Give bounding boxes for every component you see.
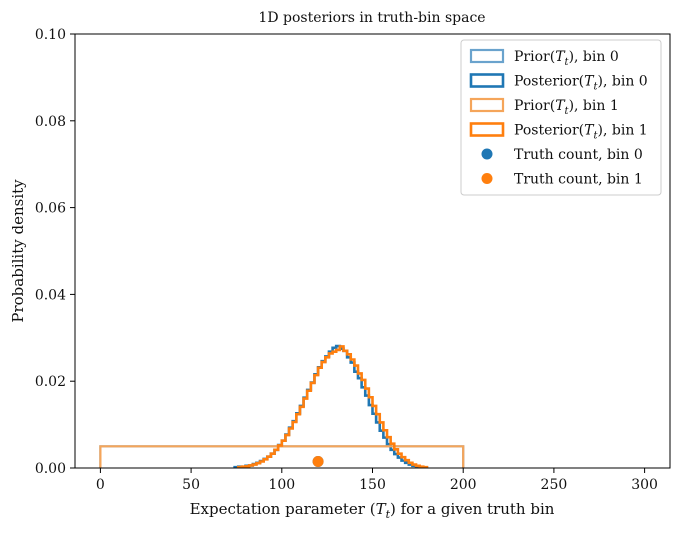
legend-entry-label: Prior(Tt​), bin 1 (514, 98, 619, 117)
x-tick-label: 100 (268, 477, 295, 493)
chart-title: 1D posteriors in truth-bin space (258, 10, 485, 26)
legend-entry-label: Posterior(Tt​), bin 1 (514, 123, 648, 142)
legend-frame (460, 39, 662, 196)
legend-swatch-posterior (469, 73, 505, 88)
axis-ticks: 0 50 100 150 200 250 300 0.00 0.02 0.04 0.06 0.08 0.… (35, 27, 658, 493)
x-tick-label: 250 (541, 477, 568, 493)
legend-entry-label: Truth count, bin 0 (514, 147, 643, 163)
legend-entry-label: Posterior(Tt​), bin 0 (514, 74, 648, 93)
y-tick-label: 0.10 (35, 27, 66, 43)
x-tick-label: 300 (631, 477, 658, 493)
truth-count-point-5 (312, 455, 324, 467)
x-axis-label: Expectation parameter (Tt​) for a given … (190, 500, 555, 521)
x-tick-label: 50 (182, 477, 200, 493)
y-tick-label: 0.02 (35, 374, 66, 390)
legend: Prior(Tt​), bin 0 Posterior(Tt​), bin 0 Pr… (460, 39, 662, 196)
x-tick-label: 200 (450, 477, 477, 493)
x-tick-label: 150 (359, 477, 386, 493)
legend-entry-label: Prior(Tt​), bin 0 (514, 49, 619, 68)
y-tick-label: 0.00 (35, 461, 66, 477)
legend-swatch-posterior (469, 122, 505, 137)
legend-swatch-point (481, 148, 493, 160)
y-tick-label: 0.06 (35, 201, 66, 217)
legend-swatch-point (481, 173, 493, 184)
legend-swatch-prior (469, 97, 505, 113)
y-tick-label: 0.08 (35, 114, 66, 130)
posterior-step-series-3 (236, 345, 429, 468)
legend-entry-label: Truth count, bin 1 (514, 172, 643, 188)
y-tick-label: 0.04 (35, 287, 66, 303)
legend-swatch-prior (469, 48, 505, 64)
y-axis-label: Probability density (9, 179, 27, 323)
x-tick-label: 0 (96, 477, 105, 493)
plot-area (99, 344, 465, 468)
